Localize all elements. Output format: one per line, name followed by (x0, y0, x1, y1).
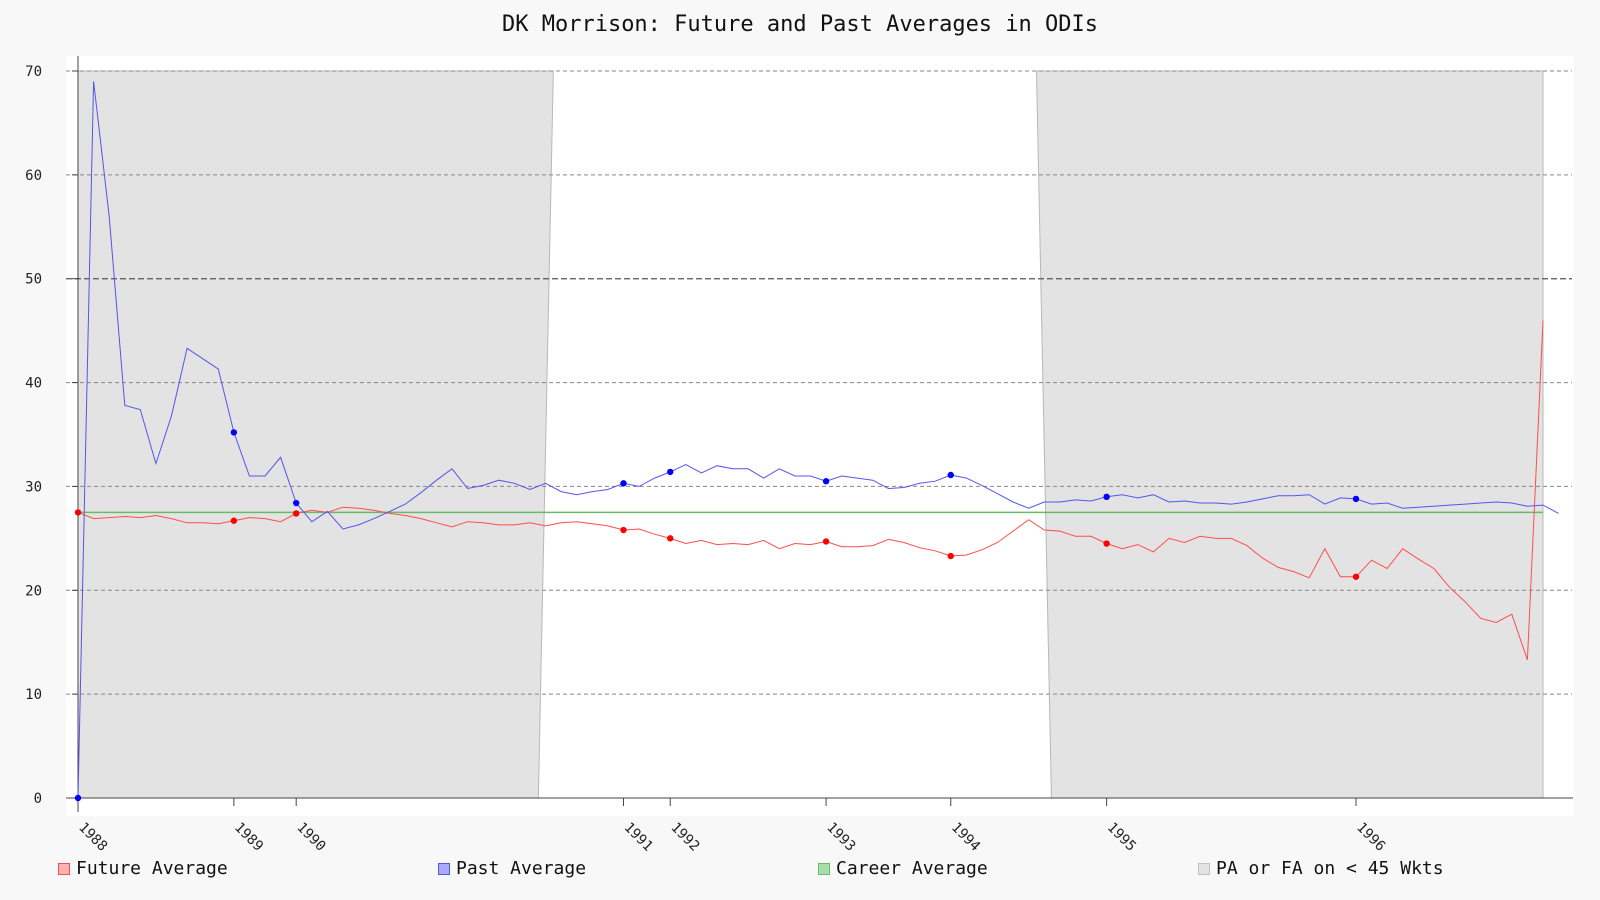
x-tick-label: 1993 (823, 820, 858, 855)
future-average-point (620, 526, 627, 534)
legend-item-past[interactable]: Past Average (438, 858, 586, 879)
future-average-point (74, 509, 82, 516)
shaded-regions (77, 70, 1544, 799)
legend-label-shaded: PA or FA on < 45 Wkts (1216, 858, 1444, 879)
x-tick-labels: 1988 1989 1990 1991 1992 1993 1994 1995 1996 (75, 820, 1388, 855)
legend-item-career[interactable]: Career Average (818, 858, 988, 879)
past-average-point (230, 429, 238, 436)
x-tick-label: 1992 (667, 820, 702, 855)
future-average-point (822, 538, 830, 545)
future-average-point (230, 517, 238, 524)
x-tick-label: 1989 (231, 820, 266, 855)
future-average-point (947, 552, 954, 560)
past-average-point (822, 478, 830, 485)
x-tick-label: 1991 (621, 820, 656, 855)
past-average-point (667, 468, 674, 476)
legend: Future Average Past Average Career Avera… (0, 858, 1600, 882)
y-tick-label: 20 (25, 583, 42, 599)
legend-item-shaded[interactable]: PA or FA on < 45 Wkts (1198, 858, 1444, 879)
x-tick-label: 1994 (948, 820, 983, 855)
legend-item-future[interactable]: Future Average (58, 858, 228, 879)
y-tick-label: 70 (25, 64, 42, 80)
legend-label-past: Past Average (456, 858, 587, 879)
past-average-point (74, 794, 82, 802)
x-tick-label: 1995 (1104, 820, 1139, 855)
future-average-point (292, 510, 300, 517)
series-lines (77, 81, 1559, 799)
y-tick-label: 50 (25, 272, 42, 288)
x-tick-label: 1990 (293, 820, 328, 855)
future-average-point (667, 535, 674, 542)
y-tick-label: 60 (25, 168, 42, 184)
x-tick-label: 1996 (1353, 820, 1388, 855)
past-average-line (77, 81, 1559, 799)
shaded-region (77, 70, 554, 799)
legend-swatch-future (58, 862, 70, 875)
legend-swatch-shaded (1198, 862, 1210, 875)
legend-label-future: Future Average (76, 858, 228, 879)
future-average-point (1103, 540, 1110, 547)
y-tick-labels: 0 10 20 30 40 50 60 70 (25, 64, 42, 807)
future-average-point (1352, 573, 1360, 580)
past-average-point (1103, 493, 1110, 501)
y-tick-label: 30 (25, 479, 42, 495)
y-tick-label: 40 (25, 376, 42, 392)
y-tick-label: 10 (25, 687, 42, 703)
shaded-region (1035, 70, 1544, 799)
legend-label-career: Career Average (836, 858, 988, 879)
chart-title: DK Morrison: Future and Past Averages in… (501, 12, 1099, 37)
series-markers (74, 429, 1360, 802)
past-average-point (620, 480, 627, 487)
x-tick-label: 1988 (75, 820, 110, 855)
past-average-point (947, 471, 954, 479)
future-average-line (77, 320, 1544, 661)
axes (66, 56, 1573, 812)
grid-lines (66, 70, 1572, 695)
y-tick-label: 0 (34, 791, 42, 807)
legend-swatch-career (818, 862, 830, 875)
legend-swatch-past (438, 862, 450, 875)
past-average-point (1352, 495, 1360, 503)
past-average-point (292, 499, 300, 507)
